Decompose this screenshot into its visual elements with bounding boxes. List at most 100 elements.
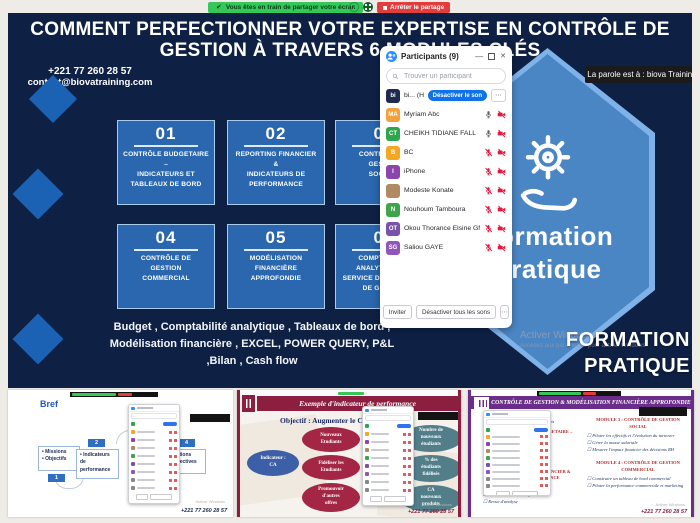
camera-off-icon[interactable] — [497, 167, 506, 176]
participants-panel: Participants (9) — ✕ bi bi... (Hôte, moi… — [380, 46, 512, 328]
diamond-shape — [12, 313, 64, 365]
module4-items: ☐ Construire un tableau de bord commerci… — [587, 475, 684, 488]
stop-share-label: Arrêter le partage — [390, 4, 445, 11]
mic-muted-icon[interactable] — [484, 167, 493, 176]
module-number: 01 — [155, 124, 177, 143]
participant-row[interactable]: N Nouhoum Tamboura — [380, 200, 512, 219]
participant-search[interactable] — [386, 68, 506, 84]
flow-box-2: • Indicateurs de performance — [76, 449, 119, 479]
close-icon[interactable]: ✕ — [500, 53, 506, 60]
participant-row[interactable]: MA Myriam Abc — [380, 105, 512, 124]
participants-list: bi bi... (Hôte, moi) Désactiver le son ⋯… — [380, 86, 512, 257]
search-icon — [392, 73, 399, 79]
avatar: bi — [386, 88, 400, 103]
mini-share-bar — [537, 391, 621, 396]
camera-off-icon[interactable] — [497, 224, 506, 233]
contact-phone: +221 77 260 28 57 — [48, 66, 132, 77]
module3-heading: MODULE 3 : CONTRÔLE DE GESTION SOCIAL — [596, 417, 680, 429]
invite-button[interactable]: Inviter — [382, 305, 412, 319]
stop-icon — [383, 5, 387, 10]
mini-speaker-label — [418, 412, 458, 420]
module3-items: ☐ Piloter les effectifs et l'évolution d… — [587, 432, 675, 453]
thumbnail-slide-indicateur[interactable]: Exemple d'indicateur de performance Obje… — [237, 390, 461, 517]
sharing-status-pill: ✔ Vous êtes en train de partager votre é… — [208, 2, 364, 13]
participant-row[interactable]: I iPhone — [380, 162, 512, 181]
module-box-01: 01 CONTRÔLE BUDGETAIRE – INDICATEURS ET … — [117, 120, 215, 205]
module-number: 04 — [155, 228, 177, 247]
camera-off-icon[interactable] — [497, 110, 506, 119]
windows-watermark: Activer Windows Accédez aux paramètres p… — [520, 330, 685, 349]
contact-email: contact@biovatraining.com — [27, 77, 153, 88]
mini-speaker-label — [190, 414, 230, 422]
clock-icon[interactable] — [349, 2, 359, 12]
mic-icon[interactable] — [484, 129, 493, 138]
participant-row[interactable]: OT Okou Thorance Elsine GNABOA — [380, 219, 512, 238]
participants-icon — [386, 51, 397, 62]
sharing-status-text: Vous êtes en train de partager votre écr… — [225, 4, 356, 11]
participant-name: BC — [404, 149, 414, 156]
presentation-slide: COMMENT PERFECTIONNER VOTRE EXPERTISE EN… — [8, 13, 692, 388]
participant-row[interactable]: B BC — [380, 143, 512, 162]
search-input[interactable] — [402, 71, 500, 81]
mini-speaker-label — [639, 407, 687, 416]
camera-off-icon[interactable] — [497, 186, 506, 195]
participant-name: Saliou GAYE — [404, 244, 444, 251]
avatar: I — [386, 164, 400, 179]
participants-title: Participants (9) — [401, 52, 459, 61]
mic-muted-icon[interactable] — [484, 148, 493, 157]
flow-number-2: 2 — [88, 439, 105, 447]
participant-row[interactable]: CT CHEIKH TIDIANE FALL — [380, 124, 512, 143]
participant-name: iPhone — [404, 168, 426, 175]
corner-title: FORMATION PRATIQUE — [565, 329, 690, 377]
module-box-05: 05 MODÉLISATION FINANCIÈRE APPROFONDIE — [227, 224, 325, 309]
thumb1-watermark: Activer Windows — [195, 499, 225, 504]
thumb1-phone: +221 77 260 28 57 — [180, 508, 227, 514]
grid-icon[interactable] — [363, 2, 373, 12]
flow-number-1: 1 — [48, 474, 65, 482]
camera-off-icon[interactable] — [497, 129, 506, 138]
module-box-02: 02 REPORTING FINANCIER & INDICATEURS DE … — [227, 120, 325, 205]
avatar: SG — [386, 240, 400, 255]
mute-button[interactable]: Désactiver le son — [427, 90, 487, 101]
camera-off-icon[interactable] — [497, 243, 506, 252]
objective-ellipse-2: Fidéliser les Etudiants — [302, 455, 360, 480]
thumb3-banner: CONTRÔLE DE GESTION & MODÉLISATION FINAN… — [471, 396, 691, 409]
participant-row[interactable]: SG Saliou GAYE — [380, 238, 512, 257]
module-text: CONTRÔLE BUDGETAIRE – INDICATEURS ET TAB… — [123, 151, 209, 188]
thumb2-phone: +221 77 260 28 57 — [407, 509, 454, 515]
module-text: REPORTING FINANCIER & INDICATEURS DE PER… — [235, 151, 317, 188]
mic-muted-icon[interactable] — [484, 243, 493, 252]
camera-off-icon[interactable] — [497, 148, 506, 157]
participant-name: Modeste Konate — [404, 187, 454, 194]
maximize-icon[interactable] — [488, 53, 496, 60]
thumb3-right-column: MODULE 3 : CONTRÔLE DE GESTION SOCIAL ☐ … — [587, 414, 689, 489]
avatar: MA — [386, 107, 400, 122]
participants-panel-header[interactable]: Participants (9) — ✕ — [380, 46, 512, 65]
mini-participants-panel — [483, 410, 551, 496]
flow-box-1: • Missions • Objectifs — [38, 446, 80, 471]
module-number: 02 — [265, 124, 287, 143]
mini-participants-panel — [362, 406, 414, 506]
mic-icon[interactable] — [484, 110, 493, 119]
hand-icon — [520, 188, 577, 211]
avatar: OT — [386, 221, 400, 236]
thumbnail-slide-bref[interactable]: Bref • Missions • Objectifs 1 2 • Indica… — [8, 390, 233, 517]
thumb3-watermark: Activer Windows — [655, 502, 685, 507]
participant-row-host[interactable]: bi bi... (Hôte, moi) Désactiver le son ⋯ — [380, 86, 512, 105]
stop-share-button[interactable]: Arrêter le partage — [377, 2, 451, 13]
thumb1-title: Bref — [40, 399, 59, 409]
more-button[interactable]: ⋯ — [491, 89, 506, 102]
participant-row[interactable]: Modeste Konate — [380, 181, 512, 200]
avatar-photo — [386, 183, 400, 198]
mic-muted-icon[interactable] — [484, 224, 493, 233]
footer-more-button[interactable]: ⋯ — [500, 305, 510, 319]
minimize-icon[interactable]: — — [475, 51, 484, 61]
camera-off-icon[interactable] — [497, 205, 506, 214]
mute-all-button[interactable]: Désactiver tous les sons — [415, 305, 497, 319]
mic-muted-icon[interactable] — [484, 205, 493, 214]
contact-block: +221 77 260 28 57 contact@biovatraining.… — [12, 66, 168, 88]
mic-muted-icon[interactable] — [484, 186, 493, 195]
thumbnail-slide-modules[interactable]: CONTRÔLE DE GESTION & MODÉLISATION FINAN… — [468, 390, 694, 517]
objective-ellipse-1: Nouveaux Etudiants — [302, 427, 360, 452]
